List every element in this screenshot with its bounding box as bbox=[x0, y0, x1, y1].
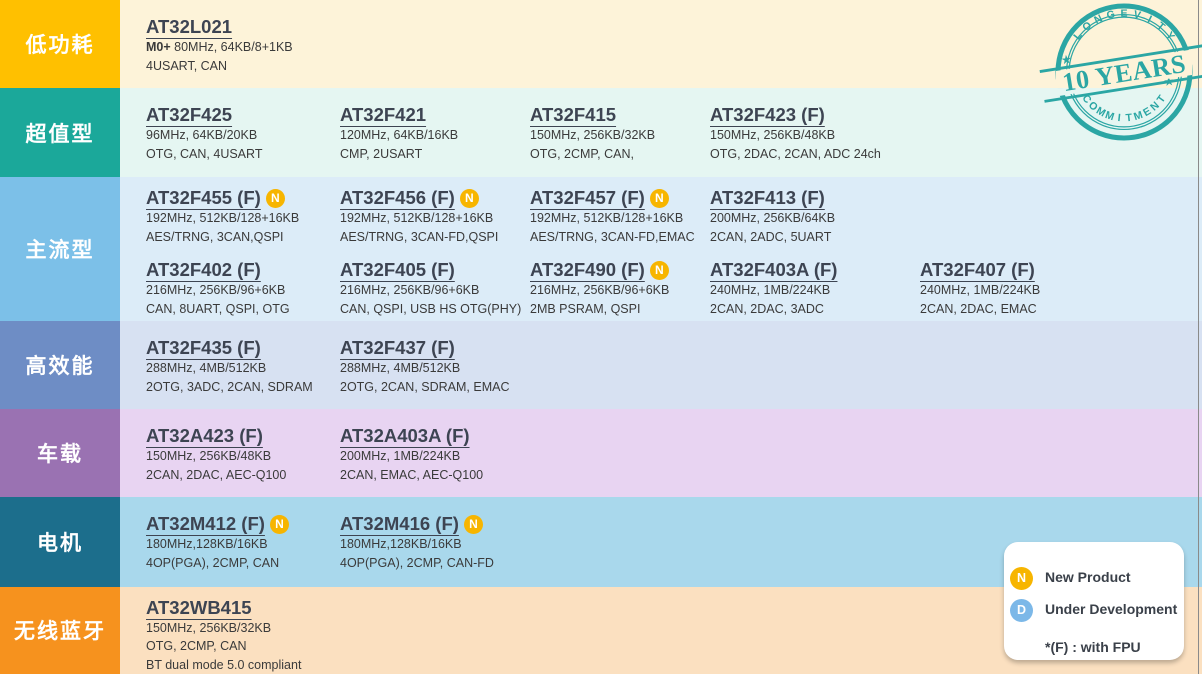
svg-text:G: G bbox=[1106, 8, 1117, 22]
svg-text:N: N bbox=[1092, 12, 1104, 26]
svg-text:I: I bbox=[1117, 112, 1121, 124]
svg-text:E: E bbox=[1120, 8, 1127, 20]
